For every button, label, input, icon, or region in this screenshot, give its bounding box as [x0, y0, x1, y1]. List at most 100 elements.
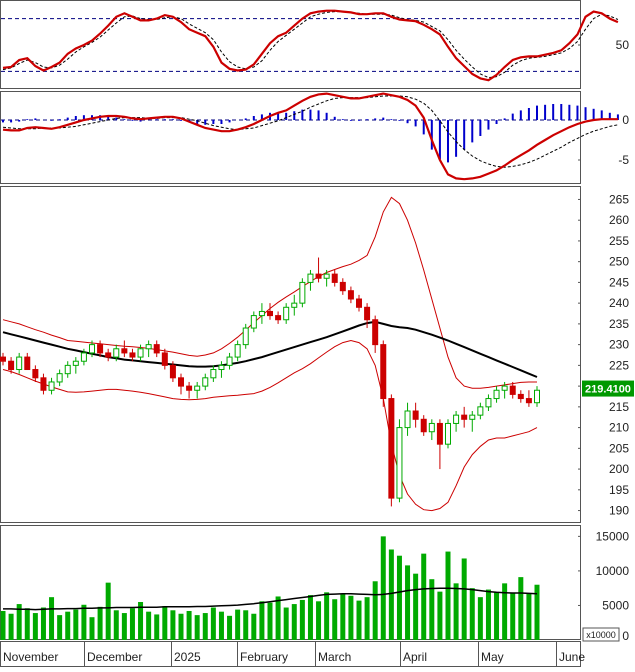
- macd-signal-line: [2, 95, 618, 168]
- price-tick-label: 230: [609, 338, 629, 352]
- candle-body: [517, 393, 524, 400]
- candle-body: [372, 319, 379, 346]
- candle-body: [218, 364, 225, 371]
- candle-body: [461, 414, 468, 420]
- volume-bar: [502, 583, 508, 640]
- candle-body: [534, 389, 540, 404]
- candle-body: [339, 281, 346, 292]
- price-tick-label: 245: [609, 275, 629, 289]
- volume-bar: [138, 602, 144, 640]
- candle-body: [428, 422, 435, 433]
- volume-bar: [413, 573, 419, 640]
- volume-bar: [210, 607, 216, 640]
- candle-body: [16, 356, 23, 371]
- candle-body: [153, 344, 160, 354]
- volume-bar: [89, 617, 95, 640]
- price-panel: 2652602552502452402352302252202152102052…: [0, 192, 634, 518]
- volume-bar: [380, 536, 386, 640]
- price-tick-label: 250: [609, 255, 629, 269]
- volume-bar: [283, 607, 289, 640]
- time-axis-label: 2025: [174, 650, 201, 664]
- candle-body: [210, 369, 217, 379]
- volume-tick-label: 10000: [596, 564, 630, 578]
- time-axis: November December 2025 February March April Ma…: [0, 641, 585, 667]
- candle-body: [485, 398, 492, 408]
- volume-bar: [178, 613, 184, 640]
- candle-body: [242, 327, 249, 346]
- volume-bar: [113, 610, 119, 640]
- volume-bar: [388, 549, 394, 640]
- candle-body: [250, 315, 257, 329]
- candle-body: [477, 406, 484, 416]
- volume-bar: [8, 613, 14, 640]
- volume-bar: [227, 615, 233, 640]
- volume-tick-label: 15000: [596, 529, 630, 543]
- candle-body: [469, 414, 476, 420]
- candle-body: [89, 344, 95, 354]
- volume-bar: [421, 553, 427, 640]
- candle-body: [202, 377, 209, 387]
- last-price-badge: [582, 380, 634, 397]
- macd-panel-frame: [0, 91, 581, 184]
- candle-body: [32, 369, 39, 379]
- time-axis-label: November: [3, 650, 58, 664]
- volume-bar: [16, 604, 22, 640]
- candle-body: [509, 385, 516, 395]
- volume-bar: [40, 607, 46, 640]
- candle-body: [436, 422, 443, 445]
- volume-bar: [307, 595, 313, 640]
- candle-body: [48, 381, 55, 391]
- candle-body: [445, 422, 451, 445]
- candle-body: [178, 377, 184, 387]
- time-axis-label: March: [318, 650, 351, 664]
- price-tick-label: 210: [609, 421, 629, 435]
- volume-panel-frame: [0, 525, 581, 640]
- candle-body: [0, 356, 6, 362]
- volume-bar: [437, 591, 443, 640]
- volume-bar: [461, 558, 467, 640]
- volume-bar: [170, 610, 176, 640]
- candle-body: [347, 290, 354, 300]
- candle-body: [453, 414, 460, 424]
- candle-body: [404, 410, 411, 429]
- volume-bar: [259, 601, 265, 640]
- candle-body: [291, 302, 298, 308]
- candle-body: [8, 360, 15, 371]
- price-tick-label: 240: [609, 296, 629, 310]
- candle-body: [40, 377, 47, 391]
- volume-bar: [429, 579, 435, 640]
- candle-body: [501, 385, 508, 391]
- volume-bar: [299, 599, 305, 640]
- candle-body: [226, 356, 233, 366]
- candle-body: [64, 364, 71, 375]
- volume-bar: [105, 582, 111, 640]
- volume-bar: [340, 593, 346, 640]
- candle-body: [388, 398, 395, 499]
- price-tick-label: 225: [609, 358, 629, 372]
- candle-body: [267, 310, 273, 317]
- candle-body: [299, 281, 306, 304]
- candle-body: [493, 389, 500, 400]
- volume-bar: [154, 614, 160, 640]
- time-axis-label: February: [240, 650, 288, 664]
- volume-bar: [291, 604, 297, 640]
- volume-tick-label: 0: [622, 629, 629, 643]
- volume-bar: [218, 611, 224, 640]
- stochastic-tick-label: 50: [616, 38, 630, 52]
- candle-body: [121, 348, 128, 354]
- volume-bar: [0, 610, 6, 640]
- volume-bar: [396, 555, 402, 640]
- volume-bar: [485, 589, 491, 640]
- candle-body: [72, 360, 79, 366]
- time-axis-label: June: [559, 650, 585, 664]
- price-tick-label: 190: [609, 504, 629, 518]
- volume-bar: [494, 592, 500, 640]
- volume-bar: [316, 601, 322, 640]
- time-axis-label: May: [481, 650, 504, 664]
- volume-bar: [332, 599, 338, 640]
- volume-bar: [97, 606, 103, 640]
- candle-body: [283, 306, 290, 321]
- candle-body: [323, 273, 330, 279]
- volume-bar: [194, 615, 200, 640]
